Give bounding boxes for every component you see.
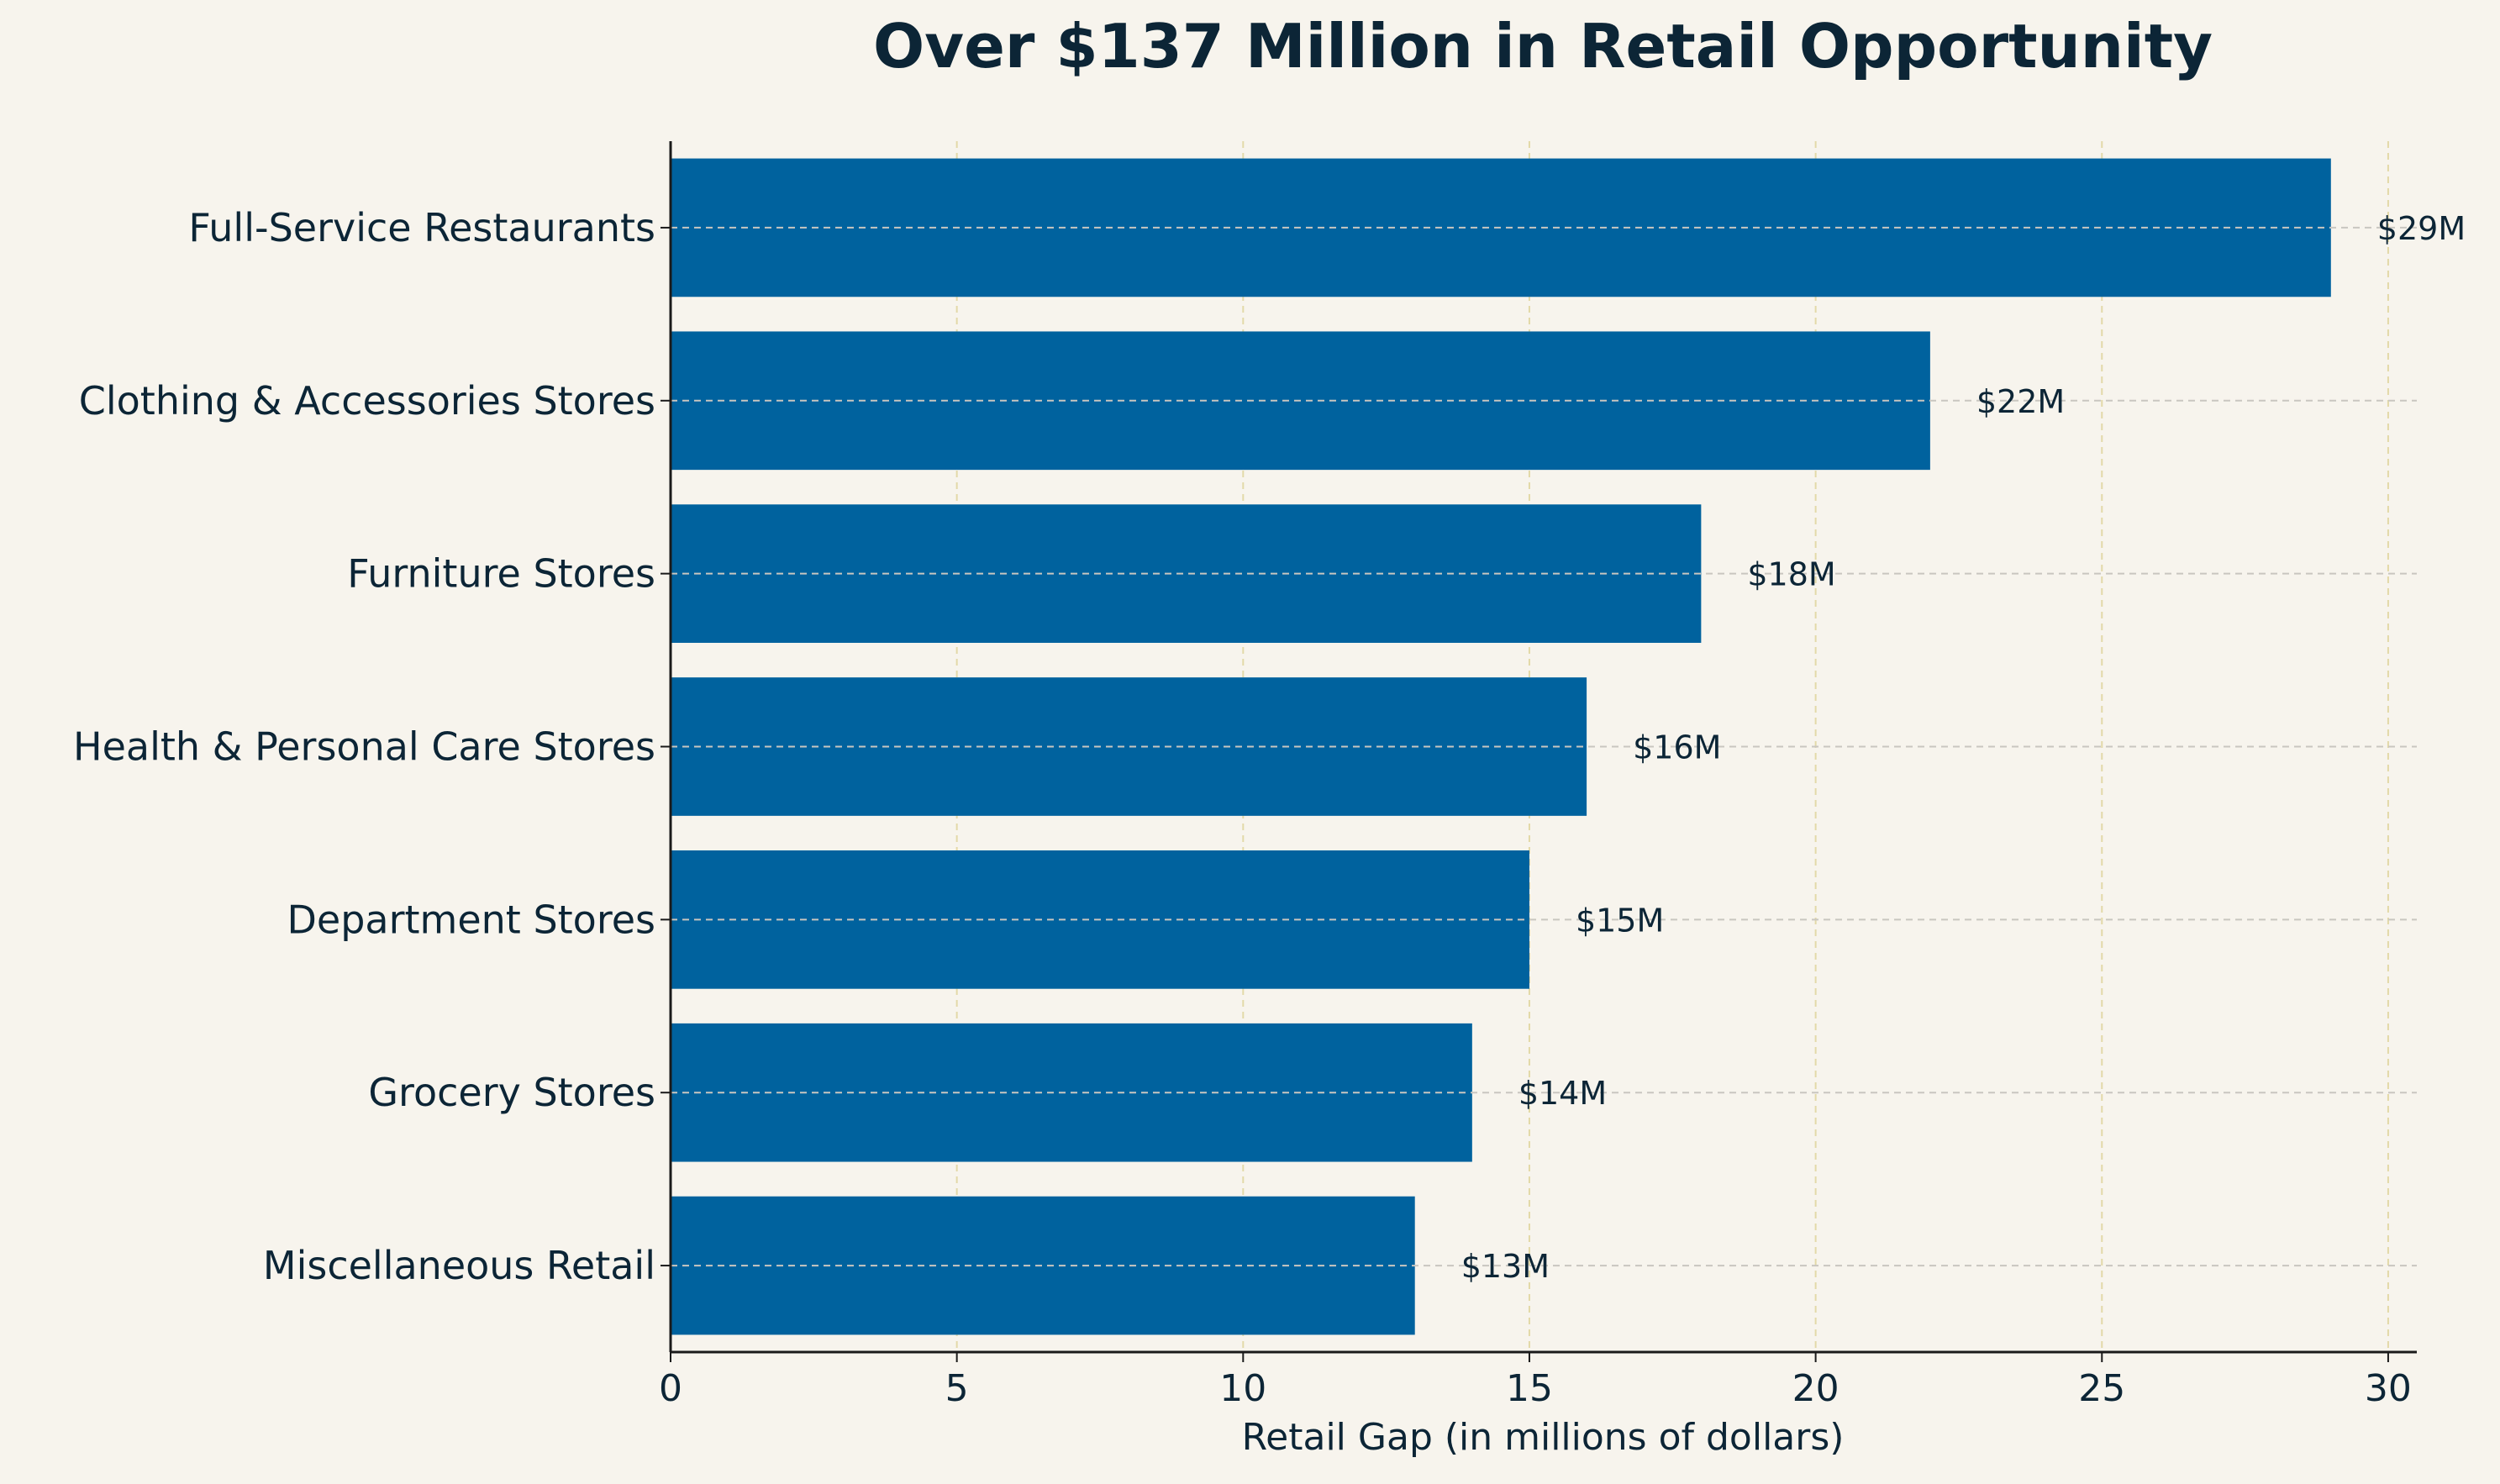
value-labels: $29M $22M $18M $16M $15M $14M $13M: [671, 210, 2466, 1285]
value-label-2: $18M: [1747, 556, 1835, 593]
value-label-4: $15M: [1576, 902, 1664, 939]
y-tick-label-1: Clothing & Accessories Stores: [79, 378, 655, 424]
y-tick-label-3: Health & Personal Care Stores: [73, 724, 655, 770]
value-label-1: $22M: [1976, 383, 2065, 420]
chart-title: Over $137 Million in Retail Opportunity: [873, 11, 2213, 82]
y-tick-label-4: Department Stores: [287, 897, 655, 942]
x-tick-label-2: 10: [1219, 1367, 1266, 1410]
bar-3: [671, 677, 1587, 816]
value-label-5: $14M: [1518, 1075, 1607, 1112]
y-tick-label-6: Miscellaneous Retail: [263, 1243, 655, 1288]
bar-2: [671, 504, 1702, 643]
y-tick-label-0: Full-Service Restaurants: [188, 205, 655, 250]
x-tick-label-0: 0: [659, 1367, 682, 1410]
x-tick-label-5: 25: [2078, 1367, 2125, 1410]
x-tick-label-4: 20: [1792, 1367, 1839, 1410]
x-tick-label-3: 15: [1506, 1367, 1553, 1410]
x-tick-label-6: 30: [2365, 1367, 2412, 1410]
value-label-0: $29M: [2377, 210, 2466, 247]
value-label-6: $13M: [1461, 1248, 1550, 1285]
axes: [661, 141, 2417, 1362]
value-label-3: $16M: [1633, 729, 1721, 766]
x-axis-label: Retail Gap (in millions of dollars): [1242, 1416, 1845, 1459]
y-tick-labels: Full-Service Restaurants Clothing & Acces…: [73, 205, 655, 1288]
x-tick-label-1: 5: [945, 1367, 969, 1410]
x-tick-labels: 0 5 10 15 20 25 30: [659, 1367, 2412, 1410]
y-tick-label-2: Furniture Stores: [347, 551, 655, 597]
y-tick-label-5: Grocery Stores: [368, 1070, 655, 1115]
